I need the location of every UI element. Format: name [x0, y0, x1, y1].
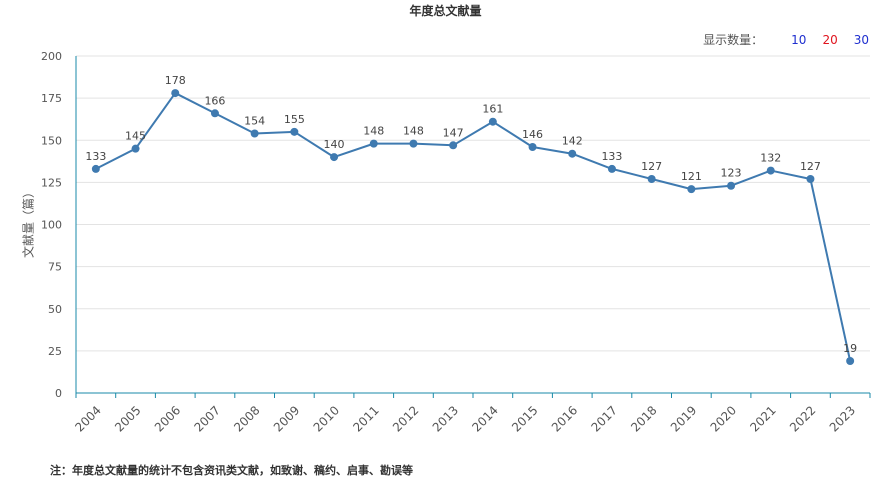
x-tick-label: 2018: [628, 403, 659, 434]
x-tick-label: 2022: [787, 403, 818, 434]
y-tick-label: 175: [41, 92, 62, 105]
x-tick-label: 2007: [192, 403, 223, 434]
data-label: 145: [125, 130, 146, 143]
data-label: 154: [244, 115, 265, 128]
y-tick-label: 100: [41, 219, 62, 232]
y-tick-label: 125: [41, 176, 62, 189]
x-tick-label: 2016: [549, 403, 580, 434]
data-label: 148: [403, 125, 424, 138]
data-label: 133: [601, 150, 622, 163]
chart-title: 年度总文献量: [409, 4, 482, 18]
data-point: [766, 166, 775, 175]
data-point: [171, 89, 180, 98]
footnote: 注：年度总文献量的统计不包含资讯类文献，如致谢、稿约、启事、勘误等: [50, 464, 413, 477]
data-point: [330, 153, 339, 162]
y-tick-label: 50: [48, 303, 62, 316]
x-tick-label: 2019: [668, 403, 699, 434]
data-point: [250, 129, 259, 138]
data-point: [528, 142, 537, 151]
data-label: 146: [522, 128, 543, 141]
data-label: 155: [284, 113, 305, 126]
display-count-option-30[interactable]: 30: [853, 32, 869, 47]
data-point: [409, 139, 418, 148]
data-point: [290, 127, 299, 136]
y-tick-label: 0: [55, 387, 62, 400]
x-tick-label: 2015: [509, 403, 540, 434]
x-tick-label: 2017: [589, 403, 620, 434]
data-label: 133: [85, 150, 106, 163]
y-tick-label: 150: [41, 134, 62, 147]
x-tick-label: 2021: [747, 403, 778, 434]
x-tick-label: 2006: [152, 403, 183, 434]
data-label: 127: [641, 160, 662, 173]
data-point: [449, 141, 458, 150]
data-label: 178: [165, 74, 186, 87]
data-point: [647, 175, 656, 184]
data-point: [91, 164, 100, 173]
display-count-option-20[interactable]: 20: [822, 32, 838, 47]
data-label: 161: [482, 103, 503, 116]
x-tick-label: 2012: [390, 403, 421, 434]
series-line: [95, 92, 852, 362]
x-tick-label: 2005: [112, 403, 143, 434]
data-point: [369, 139, 378, 148]
x-tick-label: 2010: [311, 403, 342, 434]
data-label: 127: [800, 160, 821, 173]
data-label: 132: [760, 152, 781, 165]
data-label: 148: [363, 125, 384, 138]
x-tick-label: 2014: [469, 403, 500, 434]
data-point: [846, 356, 855, 365]
data-point: [210, 109, 219, 118]
x-tick-label: 2020: [708, 403, 739, 434]
data-point: [727, 181, 736, 190]
x-tick-label: 2008: [231, 403, 262, 434]
data-label: 166: [204, 94, 225, 107]
y-tick-label: 25: [48, 345, 62, 358]
data-point: [568, 149, 577, 158]
y-tick-label: 75: [48, 261, 62, 274]
display-count-label: 显示数量：: [703, 33, 764, 47]
data-label: 121: [681, 170, 702, 183]
data-label: 19: [843, 342, 857, 355]
data-point: [607, 164, 616, 173]
data-point: [687, 185, 696, 194]
data-point: [488, 117, 497, 126]
data-label: 140: [324, 138, 345, 151]
x-tick-label: 2013: [430, 403, 461, 434]
x-tick-label: 2023: [827, 403, 858, 434]
data-label: 147: [443, 126, 464, 139]
data-label: 142: [562, 135, 583, 148]
data-label: 123: [721, 167, 742, 180]
y-tick-label: 200: [41, 50, 62, 63]
display-count-selector: 显示数量： 10 20 30: [703, 31, 869, 48]
data-point: [131, 144, 140, 153]
x-tick-label: 2004: [72, 403, 103, 434]
x-tick-label: 2011: [350, 403, 381, 434]
x-tick-label: 2009: [271, 403, 302, 434]
display-count-option-10[interactable]: 10: [791, 32, 807, 47]
data-point: [806, 175, 815, 184]
